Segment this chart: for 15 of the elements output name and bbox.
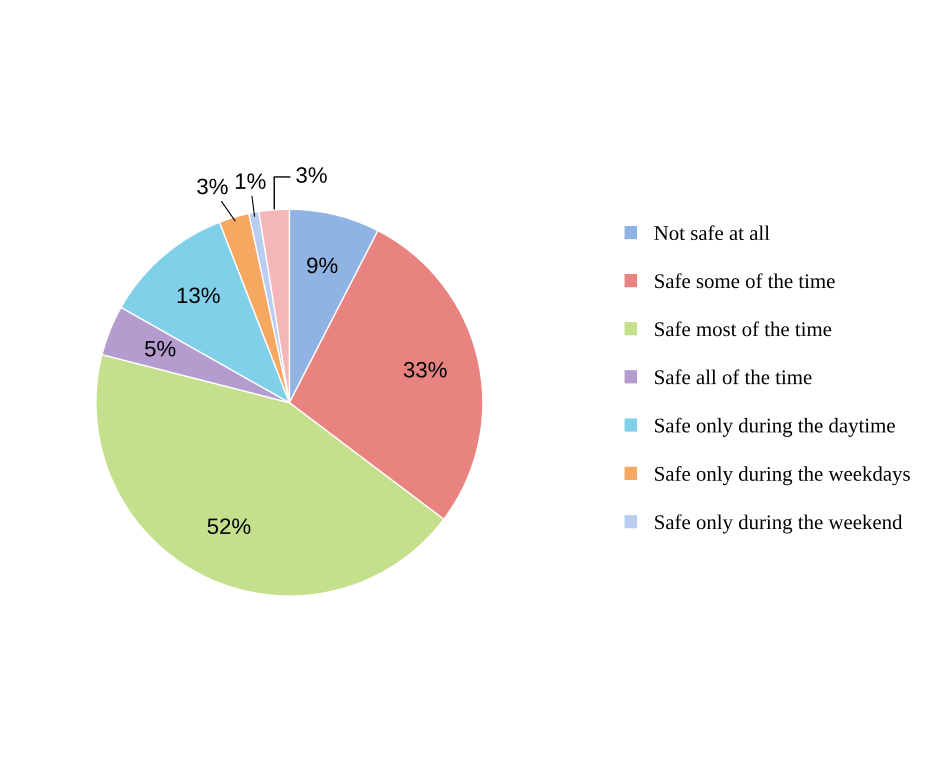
data-label: 33% (404, 362, 447, 378)
legend-label: Safe all of the time (655, 369, 812, 384)
data-label: 13% (178, 287, 220, 304)
legend-label: Safe most of the time (655, 321, 832, 336)
legend-label: Safe some of the time (655, 273, 835, 288)
data-label: 3% (296, 167, 327, 183)
legend-label: Not safe at all (654, 225, 770, 240)
data-label: 52% (208, 518, 250, 534)
data-label: 3% (197, 178, 228, 194)
legend-label: Safe only during the weekdays (655, 466, 910, 486)
data-label: 5% (144, 340, 176, 357)
data-label: 9% (307, 257, 338, 274)
legend-label: Safe only during the weekend (655, 514, 902, 534)
legend-label: Safe only during the daytime (655, 418, 895, 437)
data-label: 1% (236, 173, 266, 189)
